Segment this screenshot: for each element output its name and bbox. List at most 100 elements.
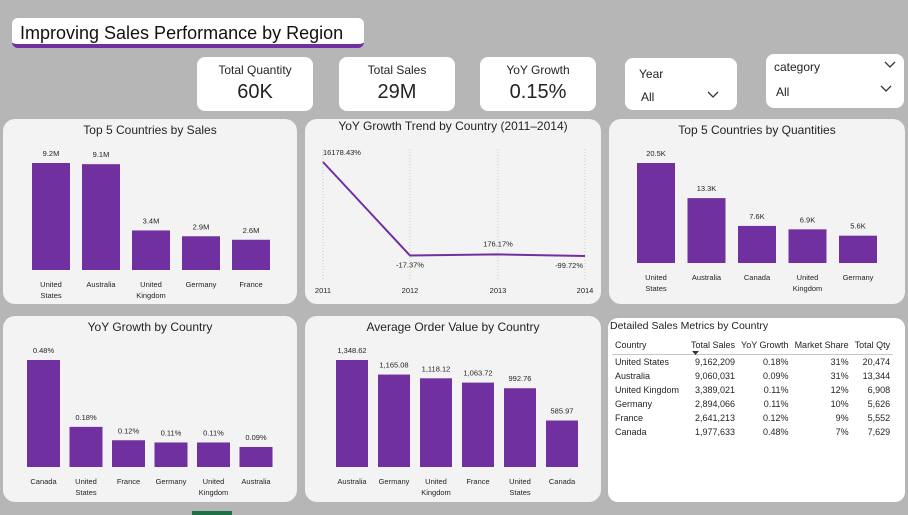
table-cell: 13,344 (862, 371, 891, 381)
category-label: Kingdom (199, 488, 229, 497)
data-label: 7.6K (749, 212, 764, 221)
column-header-market-share[interactable]: Market Share (791, 336, 852, 355)
table-cell: 0.48% (763, 427, 789, 437)
category-label: Canada (30, 477, 57, 486)
x-tick-label: 2013 (490, 286, 507, 295)
category-label: Australia (86, 280, 116, 289)
yoy-trend-svg: 16178.43% 2011 -17.37% 2012 176.17% 2013 -99.7… (315, 148, 594, 295)
chart-title: YoY Growth by Country (87, 320, 213, 334)
data-label: 13.3K (697, 184, 717, 193)
table-cell: 7,629 (867, 427, 891, 437)
kpi-total-quantity: Total Quantity 60K (197, 57, 313, 111)
table-title: Detailed Sales Metrics by Country (610, 320, 769, 332)
table-row[interactable]: Germany 2,894,066 0.11% 10% 5,626 (612, 397, 893, 411)
table-cell: 31% (830, 357, 849, 367)
data-label: 176.17% (483, 239, 513, 248)
category-label: Germany (186, 280, 217, 289)
data-label: 1,165.08 (379, 361, 408, 370)
table-row[interactable]: United Kingdom 3,389,021 0.11% 12% 6,908 (612, 383, 893, 397)
chart-bar (69, 426, 103, 467)
chart-bar (504, 388, 536, 467)
table-cell: 2,641,213 (694, 413, 736, 423)
top5-quantities-chart: Top 5 Countries by Quantities 20.5K Unite… (609, 119, 905, 304)
x-tick-label: 2012 (402, 286, 419, 295)
slicer-collapse-chevron-icon[interactable] (884, 61, 896, 69)
category-label: Canada (744, 273, 771, 282)
kpi-label: Total Sales (367, 63, 427, 77)
chart-bar (197, 442, 230, 467)
kpi-label: Total Quantity (218, 63, 292, 77)
chart-bar (420, 378, 452, 467)
year-dropdown[interactable]: All (637, 85, 727, 105)
chevron-down-icon (707, 91, 719, 98)
category-label: United (425, 477, 447, 486)
data-label: 585.97 (551, 407, 574, 416)
chart-bar (462, 382, 494, 467)
column-header-total-qty[interactable]: Total Qty (851, 336, 894, 355)
category-label: United (203, 477, 225, 486)
column-header-total-sales[interactable]: Total Sales (688, 336, 739, 355)
table-cell: 10% (830, 399, 849, 409)
table-cell: 0.11% (763, 399, 789, 409)
category-dropdown[interactable]: All (772, 80, 898, 100)
table-cell: 20,474 (862, 357, 891, 367)
kpi-total-sales: Total Sales 29M (339, 57, 455, 111)
table-cell: 0.09% (763, 371, 789, 381)
table-cell: France (615, 413, 644, 423)
chart-bar (232, 239, 270, 270)
table-row[interactable]: Canada 1,977,633 0.48% 7% 7,629 (612, 425, 893, 439)
table-row[interactable]: Australia 9,060,031 0.09% 31% 13,344 (612, 369, 893, 383)
avg-order-value-svg: 1,348.62 Australia 1,165.08 Germany 1,118.12… (336, 346, 578, 497)
sort-descending-icon (692, 351, 699, 355)
data-label: 16178.43% (323, 148, 361, 157)
category-label: United (797, 273, 819, 282)
chart-bar (546, 420, 578, 467)
table-cell: Canada (615, 427, 647, 437)
chart-bar (82, 164, 120, 270)
table-cell: 0.11% (763, 385, 789, 395)
x-tick-label: 2014 (577, 286, 594, 295)
chart-bar (239, 446, 273, 467)
category-label: United (40, 280, 62, 289)
chart-title: Top 5 Countries by Sales (83, 123, 217, 137)
table-cell: 31% (830, 371, 849, 381)
chart-bar (132, 230, 170, 270)
category-label: Canada (549, 477, 576, 486)
table-cell: 6,908 (867, 385, 891, 395)
column-header-label: Total Sales (691, 340, 736, 350)
table-row[interactable]: United States 9,162,209 0.18% 31% 20,474 (612, 355, 893, 370)
table-row[interactable]: France 2,641,213 0.12% 9% 5,552 (612, 411, 893, 425)
chart-bar (154, 442, 188, 467)
data-label: 9.1M (93, 150, 110, 159)
column-header-yoy-growth[interactable]: YoY Growth (738, 336, 792, 355)
yoy-growth-country-chart: YoY Growth by Country 0.48% Canada 0.18% Un… (3, 316, 297, 502)
detailed-metrics-table-card: Detailed Sales Metrics by Country Countr… (608, 318, 905, 502)
data-label: 0.11% (161, 428, 182, 437)
chevron-down-icon (880, 85, 892, 92)
data-label: 2.9M (193, 222, 210, 231)
category-label: Kingdom (793, 284, 823, 293)
data-label: 9.2M (43, 149, 60, 158)
top5-sales-chart: Top 5 Countries by Sales 9.2M United State… (3, 119, 297, 304)
data-label: 1,063.72 (463, 369, 492, 378)
kpi-value: 29M (377, 81, 417, 103)
data-label: 0.18% (75, 413, 97, 422)
category-label: Germany (156, 477, 187, 486)
category-label: United (509, 477, 531, 486)
column-header-country[interactable]: Country (612, 336, 688, 355)
table-cell: 0.18% (763, 357, 789, 367)
table-cell: 5,552 (867, 413, 891, 423)
data-label: 1,118.12 (422, 364, 451, 373)
chart-title: YoY Growth Trend by Country (2011–2014) (338, 119, 568, 133)
detailed-metrics-table: Country Total Sales YoY Growth Market Sh… (612, 336, 894, 439)
chart-bar (637, 163, 675, 263)
category-dropdown-value: All (776, 85, 790, 99)
category-label: United (140, 280, 162, 289)
category-label: Australia (337, 477, 367, 486)
data-label: 20.5K (646, 149, 666, 158)
year-dropdown-value: All (641, 90, 655, 104)
table-cell: 9% (835, 413, 849, 423)
chart-bar (336, 360, 368, 467)
table-cell: 12% (830, 385, 849, 395)
data-label: -17.37% (396, 261, 424, 270)
